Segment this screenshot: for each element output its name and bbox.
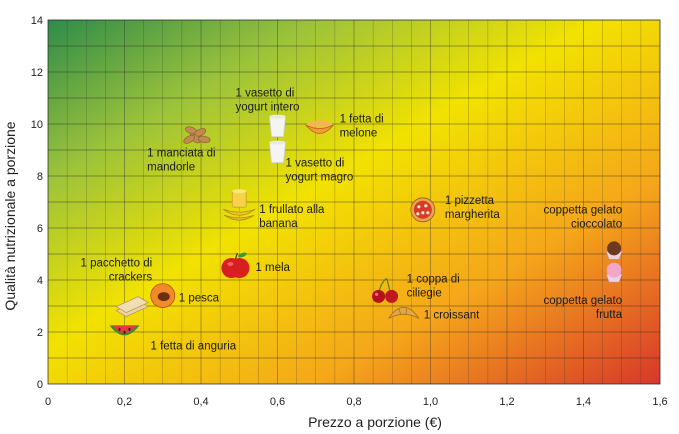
point-label-line: margherita: [445, 209, 501, 221]
point-label-line: cioccolato: [571, 218, 622, 230]
point-label: 1 vasetto di yogurt intero: [236, 88, 300, 114]
data-point: coppetta gelato cioccolato: [543, 204, 623, 260]
y-tick-label: 4: [37, 275, 43, 287]
y-tick-label: 10: [31, 119, 43, 131]
point-label: 1 vasetto di yogurt magro: [286, 158, 354, 184]
data-points: 1 manciata di mandorle 1 vasetto di yogurt …: [81, 88, 623, 353]
point-label-line: 1 pesca: [179, 293, 220, 305]
point-label: 1 croissant: [424, 309, 480, 321]
point-label-line: 1 frullato alla: [259, 204, 325, 216]
data-point: 1 vasetto di yogurt magro: [269, 140, 354, 184]
data-point: 1 croissant: [388, 306, 480, 321]
peach-icon: [150, 283, 176, 309]
x-tick-label: 1,2: [499, 396, 514, 408]
point-label: 1 mela: [255, 262, 290, 274]
data-point: 1 pizzetta margherita: [410, 195, 501, 223]
plot-frame: [47, 19, 661, 385]
watermelon-icon: [109, 325, 140, 336]
data-point: 1 frullato alla banana: [223, 189, 325, 230]
point-label: coppetta gelato frutta: [543, 295, 622, 321]
x-axis-label: Prezzo a porzione (€): [308, 414, 442, 430]
y-tick-label: 6: [37, 223, 43, 235]
data-point: coppetta gelato frutta: [543, 262, 623, 321]
x-tick-label: 0,2: [117, 396, 132, 408]
point-label-line: 1 pacchetto di: [81, 258, 153, 270]
point-label-line: 1 croissant: [424, 309, 480, 321]
point-label-line: 1 fetta di: [340, 114, 384, 126]
point-label-line: 1 vasetto di: [236, 88, 295, 100]
point-label-line: ciliegie: [407, 287, 442, 299]
point-label-line: frutta: [596, 309, 623, 321]
point-label-line: crackers: [109, 272, 153, 284]
point-label: 1 coppa di ciliegie: [407, 273, 460, 299]
x-tick-label: 1,4: [576, 396, 591, 408]
apple-icon: [221, 252, 250, 278]
point-label-line: melone: [340, 128, 378, 140]
y-tick-label: 12: [31, 67, 43, 79]
y-tick-label: 8: [37, 171, 43, 183]
yogurt-icon: [269, 114, 286, 137]
point-label: 1 fetta di anguria: [151, 340, 237, 352]
point-label: 1 pesca: [179, 293, 220, 305]
cherries-icon: [372, 277, 399, 303]
grid-lines: [47, 19, 661, 385]
point-label-line: 1 fetta di anguria: [151, 340, 237, 352]
x-axis-ticks: 0 0,2 0,4 0,6 0,8 1,0 1,2 1,4 1,6: [45, 396, 668, 408]
y-axis-ticks: 0 2 4 6 8 10 12 14: [31, 15, 43, 391]
point-label: coppetta gelato cioccolato: [543, 204, 622, 230]
point-label: 1 frullato alla banana: [259, 204, 325, 230]
point-label-line: 1 coppa di: [407, 273, 460, 285]
croissant-icon: [388, 306, 420, 319]
melon-icon: [305, 120, 334, 134]
x-tick-label: 1,0: [423, 396, 438, 408]
data-point: 1 coppa di ciliegie: [372, 273, 460, 303]
point-label-line: yogurt intero: [236, 102, 300, 114]
pizza-icon: [410, 197, 436, 223]
x-tick-label: 0,6: [270, 396, 285, 408]
data-point: 1 vasetto di yogurt intero: [236, 88, 300, 137]
y-axis-label: Qualità nutrizionale a porzione: [2, 121, 18, 310]
y-tick-label: 14: [31, 15, 43, 27]
point-label: 1 manciata di mandorle: [147, 147, 215, 173]
data-point: 1 manciata di mandorle: [147, 126, 216, 173]
point-label-line: banana: [259, 218, 298, 230]
point-label-line: 1 manciata di: [147, 147, 215, 159]
x-tick-label: 0,8: [346, 396, 361, 408]
point-label-line: mandorle: [147, 161, 195, 173]
data-point: 1 pacchetto di crackers: [81, 258, 153, 318]
x-tick-label: 0,4: [193, 396, 208, 408]
data-point: 1 fetta di melone: [305, 114, 384, 140]
point-label: 1 pacchetto di crackers: [81, 258, 153, 284]
point-label-line: 1 mela: [255, 262, 290, 274]
point-label-line: 1 pizzetta: [445, 195, 495, 207]
data-point: 1 mela: [221, 252, 291, 278]
point-label-line: coppetta gelato: [543, 204, 622, 216]
point-label: 1 fetta di melone: [340, 114, 384, 140]
data-point: 1 fetta di anguria: [109, 325, 237, 352]
almonds-icon: [183, 126, 211, 144]
banana-smoothie-icon: [223, 189, 256, 221]
y-tick-label: 0: [37, 379, 43, 391]
point-label-line: coppetta gelato: [543, 295, 622, 307]
y-tick-label: 2: [37, 327, 43, 339]
x-tick-label: 0: [45, 396, 51, 408]
point-label-line: 1 vasetto di: [286, 158, 345, 170]
yogurt-icon: [269, 140, 286, 164]
x-tick-label: 1,6: [652, 396, 667, 408]
point-label: 1 pizzetta margherita: [445, 195, 501, 221]
fruit-gelato-icon: [605, 262, 623, 283]
chocolate-gelato-icon: [605, 241, 623, 260]
data-point: 1 pesca: [150, 283, 220, 309]
point-label-line: yogurt magro: [286, 172, 354, 184]
crackers-icon: [115, 296, 150, 318]
